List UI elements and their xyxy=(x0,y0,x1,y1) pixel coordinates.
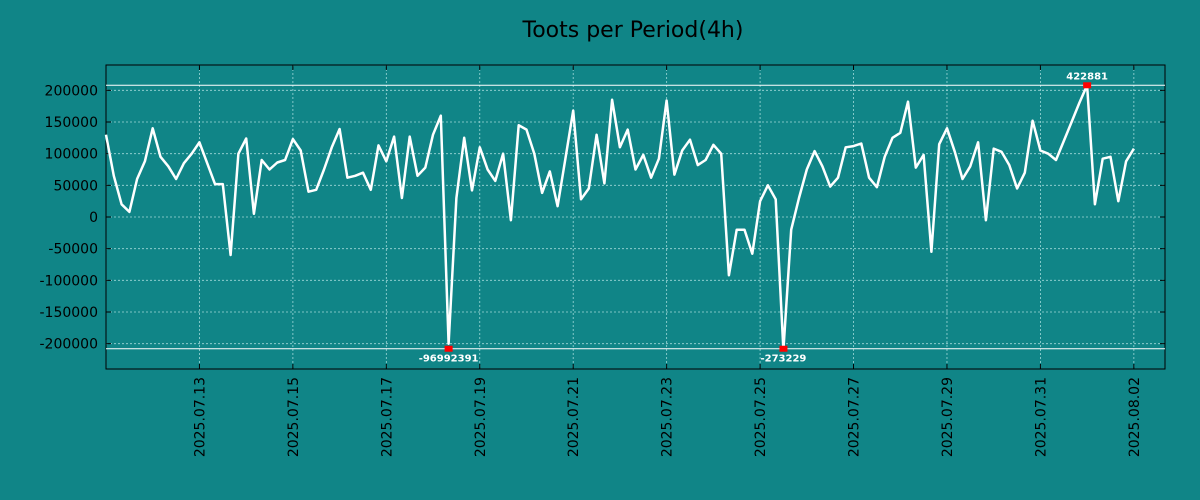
y-tick-label: 0 xyxy=(89,210,98,226)
x-tick-label: 2025.07.21 xyxy=(566,377,582,457)
x-tick-label: 2025.07.17 xyxy=(379,377,395,457)
annotation-label: -273229 xyxy=(760,354,806,365)
y-tick-label: -200000 xyxy=(40,337,99,353)
annotation-marker xyxy=(444,345,453,352)
y-tick-label: -50000 xyxy=(48,242,98,258)
annotation-label: -96992391 xyxy=(419,354,479,365)
y-tick-label: 50000 xyxy=(53,178,98,194)
y-tick-label: -100000 xyxy=(40,273,99,289)
x-tick-label: 2025.07.19 xyxy=(473,377,489,457)
x-tick-label: 2025.07.25 xyxy=(753,377,769,457)
y-tick-label: 200000 xyxy=(45,83,98,99)
chart-title: Toots per Period(4h) xyxy=(522,18,744,43)
annotation-marker xyxy=(779,345,788,352)
y-tick-label: -150000 xyxy=(40,305,99,321)
x-tick-label: 2025.07.15 xyxy=(286,377,302,457)
x-tick-label: 2025.07.13 xyxy=(192,377,208,457)
x-tick-label: 2025.07.31 xyxy=(1033,377,1049,457)
x-tick-label: 2025.07.23 xyxy=(660,377,676,457)
annotation-marker xyxy=(1083,82,1092,89)
y-tick-label: 150000 xyxy=(45,115,98,131)
x-tick-label: 2025.07.27 xyxy=(847,377,863,457)
annotation-label: 422881 xyxy=(1066,71,1108,82)
y-tick-label: 100000 xyxy=(45,147,98,163)
series-line xyxy=(104,84,1135,352)
x-tick-label: 2025.08.02 xyxy=(1127,377,1143,457)
x-tick-label: 2025.07.29 xyxy=(940,377,956,457)
